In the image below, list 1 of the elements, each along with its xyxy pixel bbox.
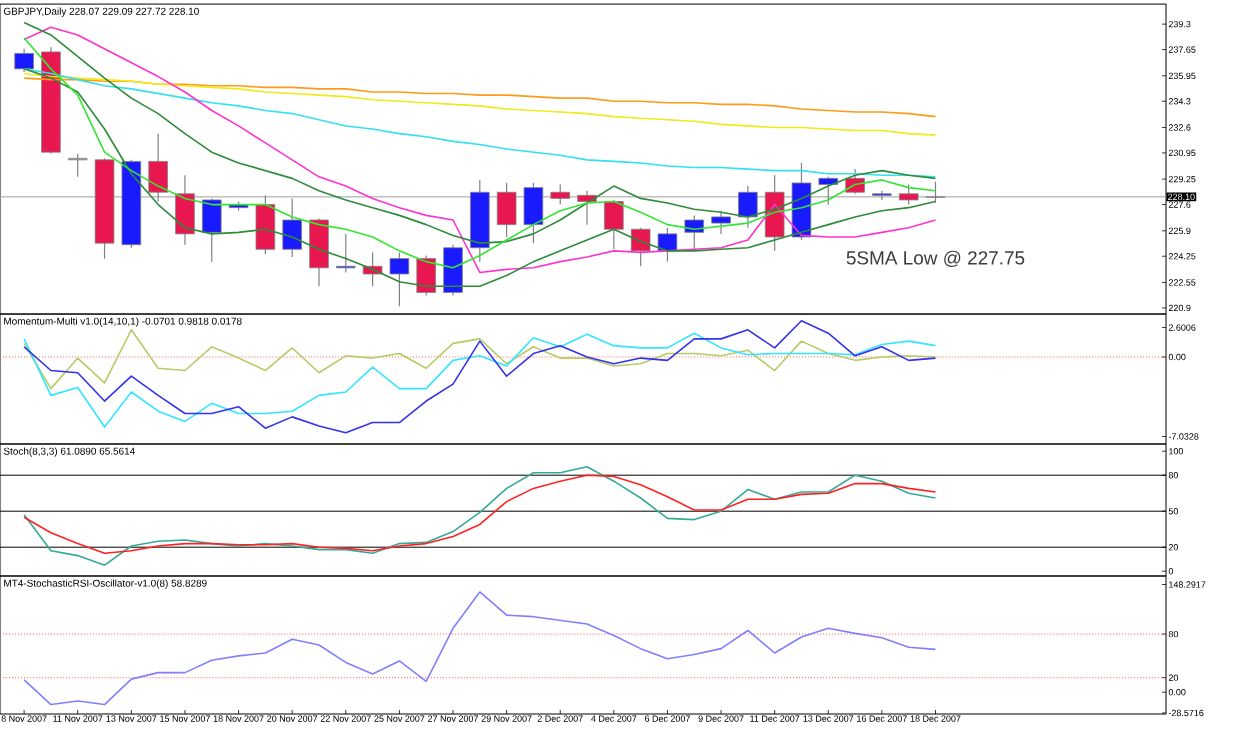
annotation: 5SMA Low @ 227.75 (846, 250, 1025, 268)
